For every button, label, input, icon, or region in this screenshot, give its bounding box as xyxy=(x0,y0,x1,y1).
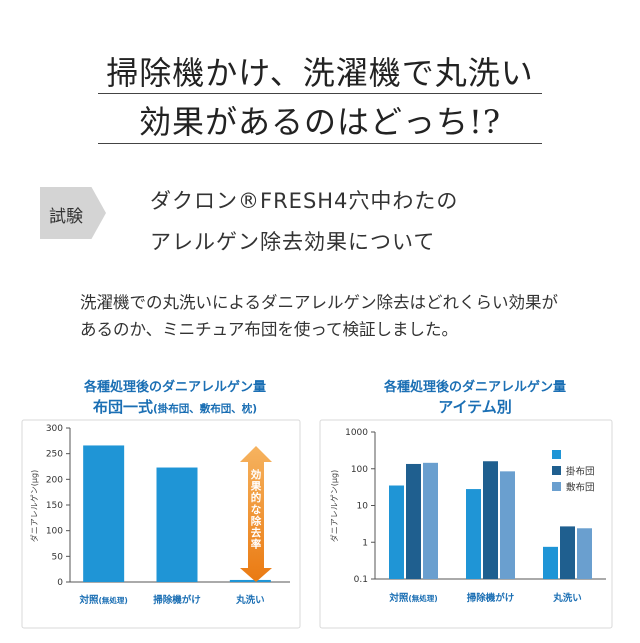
chart2-title: 各種処理後のダニアレルゲン量 xyxy=(383,380,566,395)
chart2-legend-swatch xyxy=(552,466,561,475)
chart2-y-tick-label: 0.1 xyxy=(354,575,368,585)
chart2-y-axis-label: ダニアレルゲン(μg) xyxy=(329,470,339,542)
test-tag: 試験 xyxy=(40,187,106,239)
chart1-annotation-arrow xyxy=(240,446,272,582)
chart1-x-tick-label: 対照(無処理) xyxy=(78,594,127,606)
chart2-legend-swatch xyxy=(552,482,561,491)
chart2-bar xyxy=(577,528,592,579)
chart2-bar xyxy=(466,489,481,579)
chart2-legend-swatch xyxy=(552,450,561,459)
chart2-bar xyxy=(500,471,515,579)
chart2-bars xyxy=(389,461,592,579)
chart2-bar xyxy=(406,463,421,579)
test-subtitle-line-2: アレルゲン除去効果について xyxy=(150,230,436,254)
chart2-y-tick-label: 100 xyxy=(351,465,368,475)
chart1-bar xyxy=(229,579,271,582)
chart1-y-tick-label: 250 xyxy=(46,450,63,460)
chart2-bar xyxy=(389,485,404,579)
title-line-2: 効果があるのはどっち!? xyxy=(138,103,502,141)
title-rule-top xyxy=(98,93,542,94)
chart2-y-tick-label: 10 xyxy=(357,502,369,512)
test-subtitle-line-1: ダクロン®FRESH4穴中わたの xyxy=(150,189,459,213)
chart1-subtitle-note: (掛布団、敷布団、枕) xyxy=(152,403,258,415)
chart2-bar xyxy=(543,546,558,579)
chart2-bar xyxy=(483,461,498,579)
chart1-subtitle-block: 布団一式(掛布団、敷布団、枕) xyxy=(40,396,310,417)
description-line-1: 洗濯機での丸洗いによるダニアレルゲン除去はどれくらい効果が xyxy=(80,293,559,312)
chart2-bar xyxy=(423,462,438,579)
chart2-x-labels: 対照(無処理) 掃除機がけ 丸洗い xyxy=(388,592,581,604)
chart2-y-tick-label: 1000 xyxy=(345,428,368,438)
chart2-x-tick-label: 丸洗い xyxy=(552,592,582,604)
chart2-subtitle: アイテム別 xyxy=(438,398,512,416)
chart1-bar xyxy=(83,445,125,582)
chart1-y-tick-label: 200 xyxy=(46,475,63,485)
chart1-x-tick-label: 丸洗い xyxy=(235,594,265,606)
test-tag-label: 試験 xyxy=(49,207,83,227)
chart1-subtitle: 布団一式 xyxy=(92,398,153,416)
chart1-y-axis-label: ダニアレルゲン(μg) xyxy=(29,470,39,542)
chart1-y-tick-label: 300 xyxy=(46,424,63,434)
chart1-y-tick-label: 150 xyxy=(46,501,63,511)
title-rule-bottom xyxy=(98,143,542,144)
chart1-bar xyxy=(156,467,198,582)
chart2-x-tick-label: 掃除機がけ xyxy=(467,592,515,604)
chart1-arrow-shape xyxy=(240,446,272,582)
chart2-x-tick-label: 対照(無処理) xyxy=(388,592,437,604)
chart1-annotation: 効果的な除去率 xyxy=(250,468,262,551)
chart1-frame xyxy=(21,419,301,629)
chart1-x-tick-label: 掃除機がけ xyxy=(153,594,201,606)
description-line-2: あるのか、ミニチュア布団を使って検証しました。 xyxy=(80,320,459,339)
chart1-title: 各種処理後のダニアレルゲン量 xyxy=(83,380,266,395)
chart1-y-tick-label: 0 xyxy=(57,578,63,588)
chart1-x-labels: 対照(無処理) 掃除機がけ 丸洗い xyxy=(78,594,264,606)
chart2-legend-label: 掛布団 xyxy=(566,466,595,478)
chart2-y-tick-label: 1 xyxy=(362,538,368,548)
chart2-legend-label: 敷布団 xyxy=(566,482,595,494)
chart2-bar xyxy=(560,526,575,579)
chart1-y-tick-label: 50 xyxy=(52,552,64,562)
chart2-frame xyxy=(319,419,613,629)
chart1-y-tick-label: 100 xyxy=(46,527,63,537)
chart1-bars xyxy=(83,445,271,582)
title-line-1: 掃除機かけ、洗濯機で丸洗い xyxy=(106,54,534,92)
